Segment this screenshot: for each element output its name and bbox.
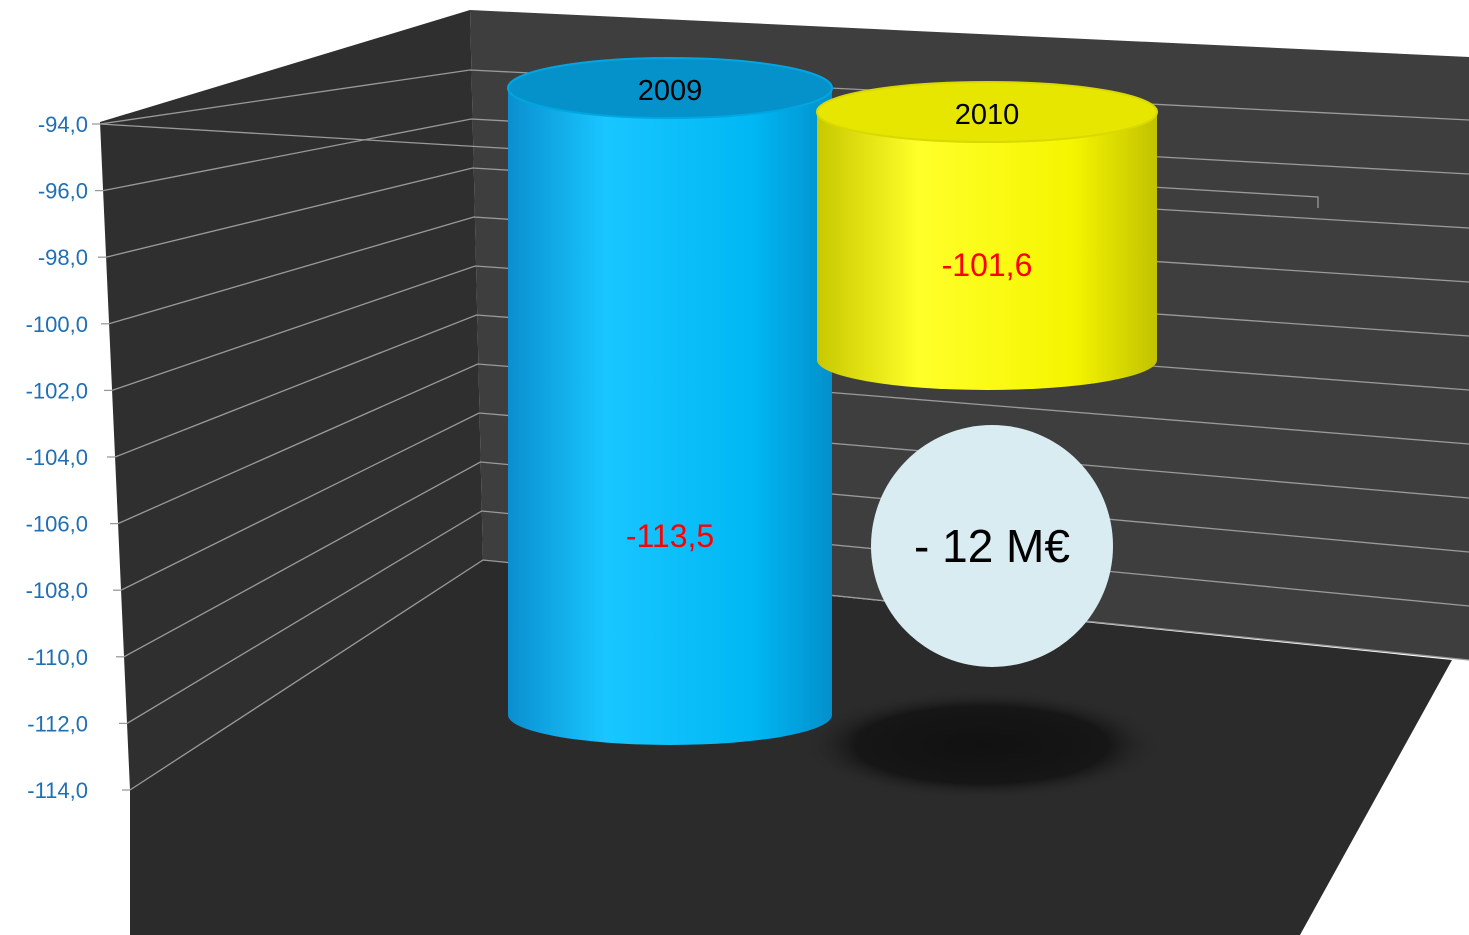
bar-top [817,82,1157,142]
y-tick-label: -110,0 [27,645,88,670]
y-tick-label: -100,0 [26,312,88,337]
side-wall [100,10,483,790]
bar-body [817,112,1157,390]
top-reference-line [99,123,1319,208]
y-tick-label: -114,0 [27,778,88,803]
gridline [117,363,1469,525]
bar-top-rim [816,81,1158,143]
gridline [126,510,1469,724]
y-tick-label: -102,0 [26,378,88,403]
gridline [120,412,1469,591]
bar-top [508,58,832,118]
difference-bubble: - 12 M€ [871,425,1113,667]
bar-2009: 2009 -113,5 [507,57,833,745]
gridline [123,461,1469,658]
y-tick-label: -98,0 [38,245,88,270]
y-tick-label: -104,0 [26,445,88,470]
floor [130,560,1452,935]
value-label: -101,6 [942,247,1033,283]
category-label: 2010 [955,99,1020,131]
y-tick-label: -112,0 [27,711,88,736]
category-label: 2009 [638,75,703,107]
value-label: -113,5 [626,518,714,554]
y-tick-label: -94,0 [38,112,88,137]
bar-top-rim [507,57,833,119]
bar-shadow-2010 [802,690,1162,800]
y-tick-label: -96,0 [38,179,88,204]
bar-2010: 2010 -101,6 [816,81,1158,390]
gridline [129,559,1469,791]
y-tick-label: -108,0 [26,578,88,603]
y-axis-ticks: -94,0 -96,0 -98,0 -100,0 -102,0 -104,0 -106,0 -… [26,112,88,803]
difference-label: - 12 M€ [914,520,1070,572]
bars: 2009 -113,5 2010 -101,6 [507,57,1158,745]
y-tick-label: -106,0 [26,512,88,537]
bar-body [508,88,832,745]
